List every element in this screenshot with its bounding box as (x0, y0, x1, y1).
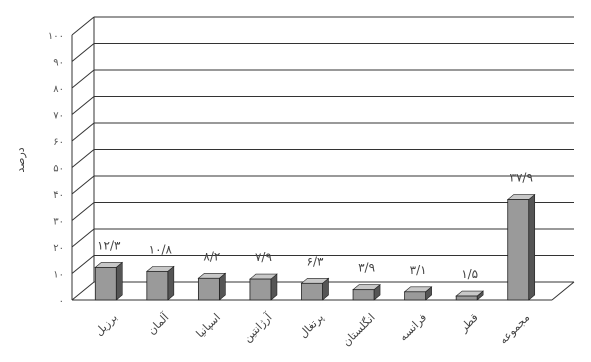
data-label: ۱۲/۳ (97, 238, 121, 252)
gridline-connector (71, 122, 95, 142)
bar (300, 277, 330, 301)
bars (94, 193, 536, 301)
y-tick-label: ۲۰ (53, 243, 64, 254)
gridline-connector (71, 96, 95, 115)
y-axis-label: درصد (14, 147, 27, 172)
x-tick-labels: برزیل آلمان اسپانیا آرژانتین پرتغال انگلستان ف… (92, 310, 532, 349)
x-tick-label: پرتغال (297, 311, 327, 341)
x-tick-label: فرانسه (397, 311, 430, 344)
data-label: ۱/۵ (461, 267, 478, 281)
y-tick-label: ۸۰ (53, 84, 64, 95)
bar (146, 265, 175, 301)
grid-lines (71, 16, 574, 301)
gridline-connector (71, 149, 95, 168)
data-label: ۷/۹ (255, 250, 272, 264)
data-label: ۳/۹ (358, 261, 375, 275)
gridline-connector (71, 175, 95, 195)
bar (352, 284, 381, 301)
x-tick-label: قطر (456, 311, 480, 335)
gridline-connector (71, 16, 95, 36)
y-tick-label: ۷۰ (53, 111, 64, 122)
gridline-connector (71, 202, 95, 221)
gridline-connector (71, 255, 95, 274)
data-label: ۶/۳ (307, 254, 324, 268)
x-tick-label: مجموعه (497, 311, 533, 347)
x-tick-label: اسپانیا (194, 311, 223, 340)
y-tick-label: ۹۰ (53, 58, 64, 69)
gridline-connector (71, 228, 95, 248)
y-tick-label: ۱۰۰ (48, 31, 64, 42)
gridline-connector (71, 43, 95, 62)
bar (249, 273, 278, 301)
y-tick-label: ۳۰ (53, 217, 64, 228)
x-tick-label: آلمان (144, 310, 172, 338)
data-label: ۱۰/۸ (149, 242, 173, 256)
y-tick-label: ۱۰ (53, 270, 64, 281)
gridline-connector (71, 69, 95, 89)
data-label: ۳/۱ (410, 263, 427, 277)
x-tick-label: برزیل (92, 311, 119, 338)
x-tick-label: انگلستان (340, 311, 378, 349)
y-tick-label: ۵۰ (53, 164, 64, 175)
data-label: ۸/۲ (203, 249, 220, 263)
gridline-connector (71, 281, 95, 301)
data-label: ۳۷/۹ (510, 171, 533, 185)
bar (455, 290, 484, 301)
bar (197, 272, 227, 301)
bar (94, 261, 124, 301)
floor-edge (551, 281, 575, 301)
y-tick-label: ۴۰ (53, 190, 64, 201)
bar (506, 193, 536, 301)
y-tick-label: ۰ (59, 296, 64, 307)
y-tick-labels: ۰ ۱۰ ۲۰ ۳۰ ۴۰ ۵۰ ۶۰ ۷۰ ۸۰ ۹۰ ۱۰۰ (48, 31, 64, 307)
y-tick-label: ۶۰ (53, 137, 64, 148)
x-tick-label: آرژانتین (240, 310, 275, 345)
data-labels: ۱۲/۳ ۱۰/۸ ۸/۲ ۷/۹ ۶/۳ ۳/۹ ۳/۱ ۱/۵ ۳۷/۹ (97, 171, 533, 281)
bar (403, 286, 433, 301)
